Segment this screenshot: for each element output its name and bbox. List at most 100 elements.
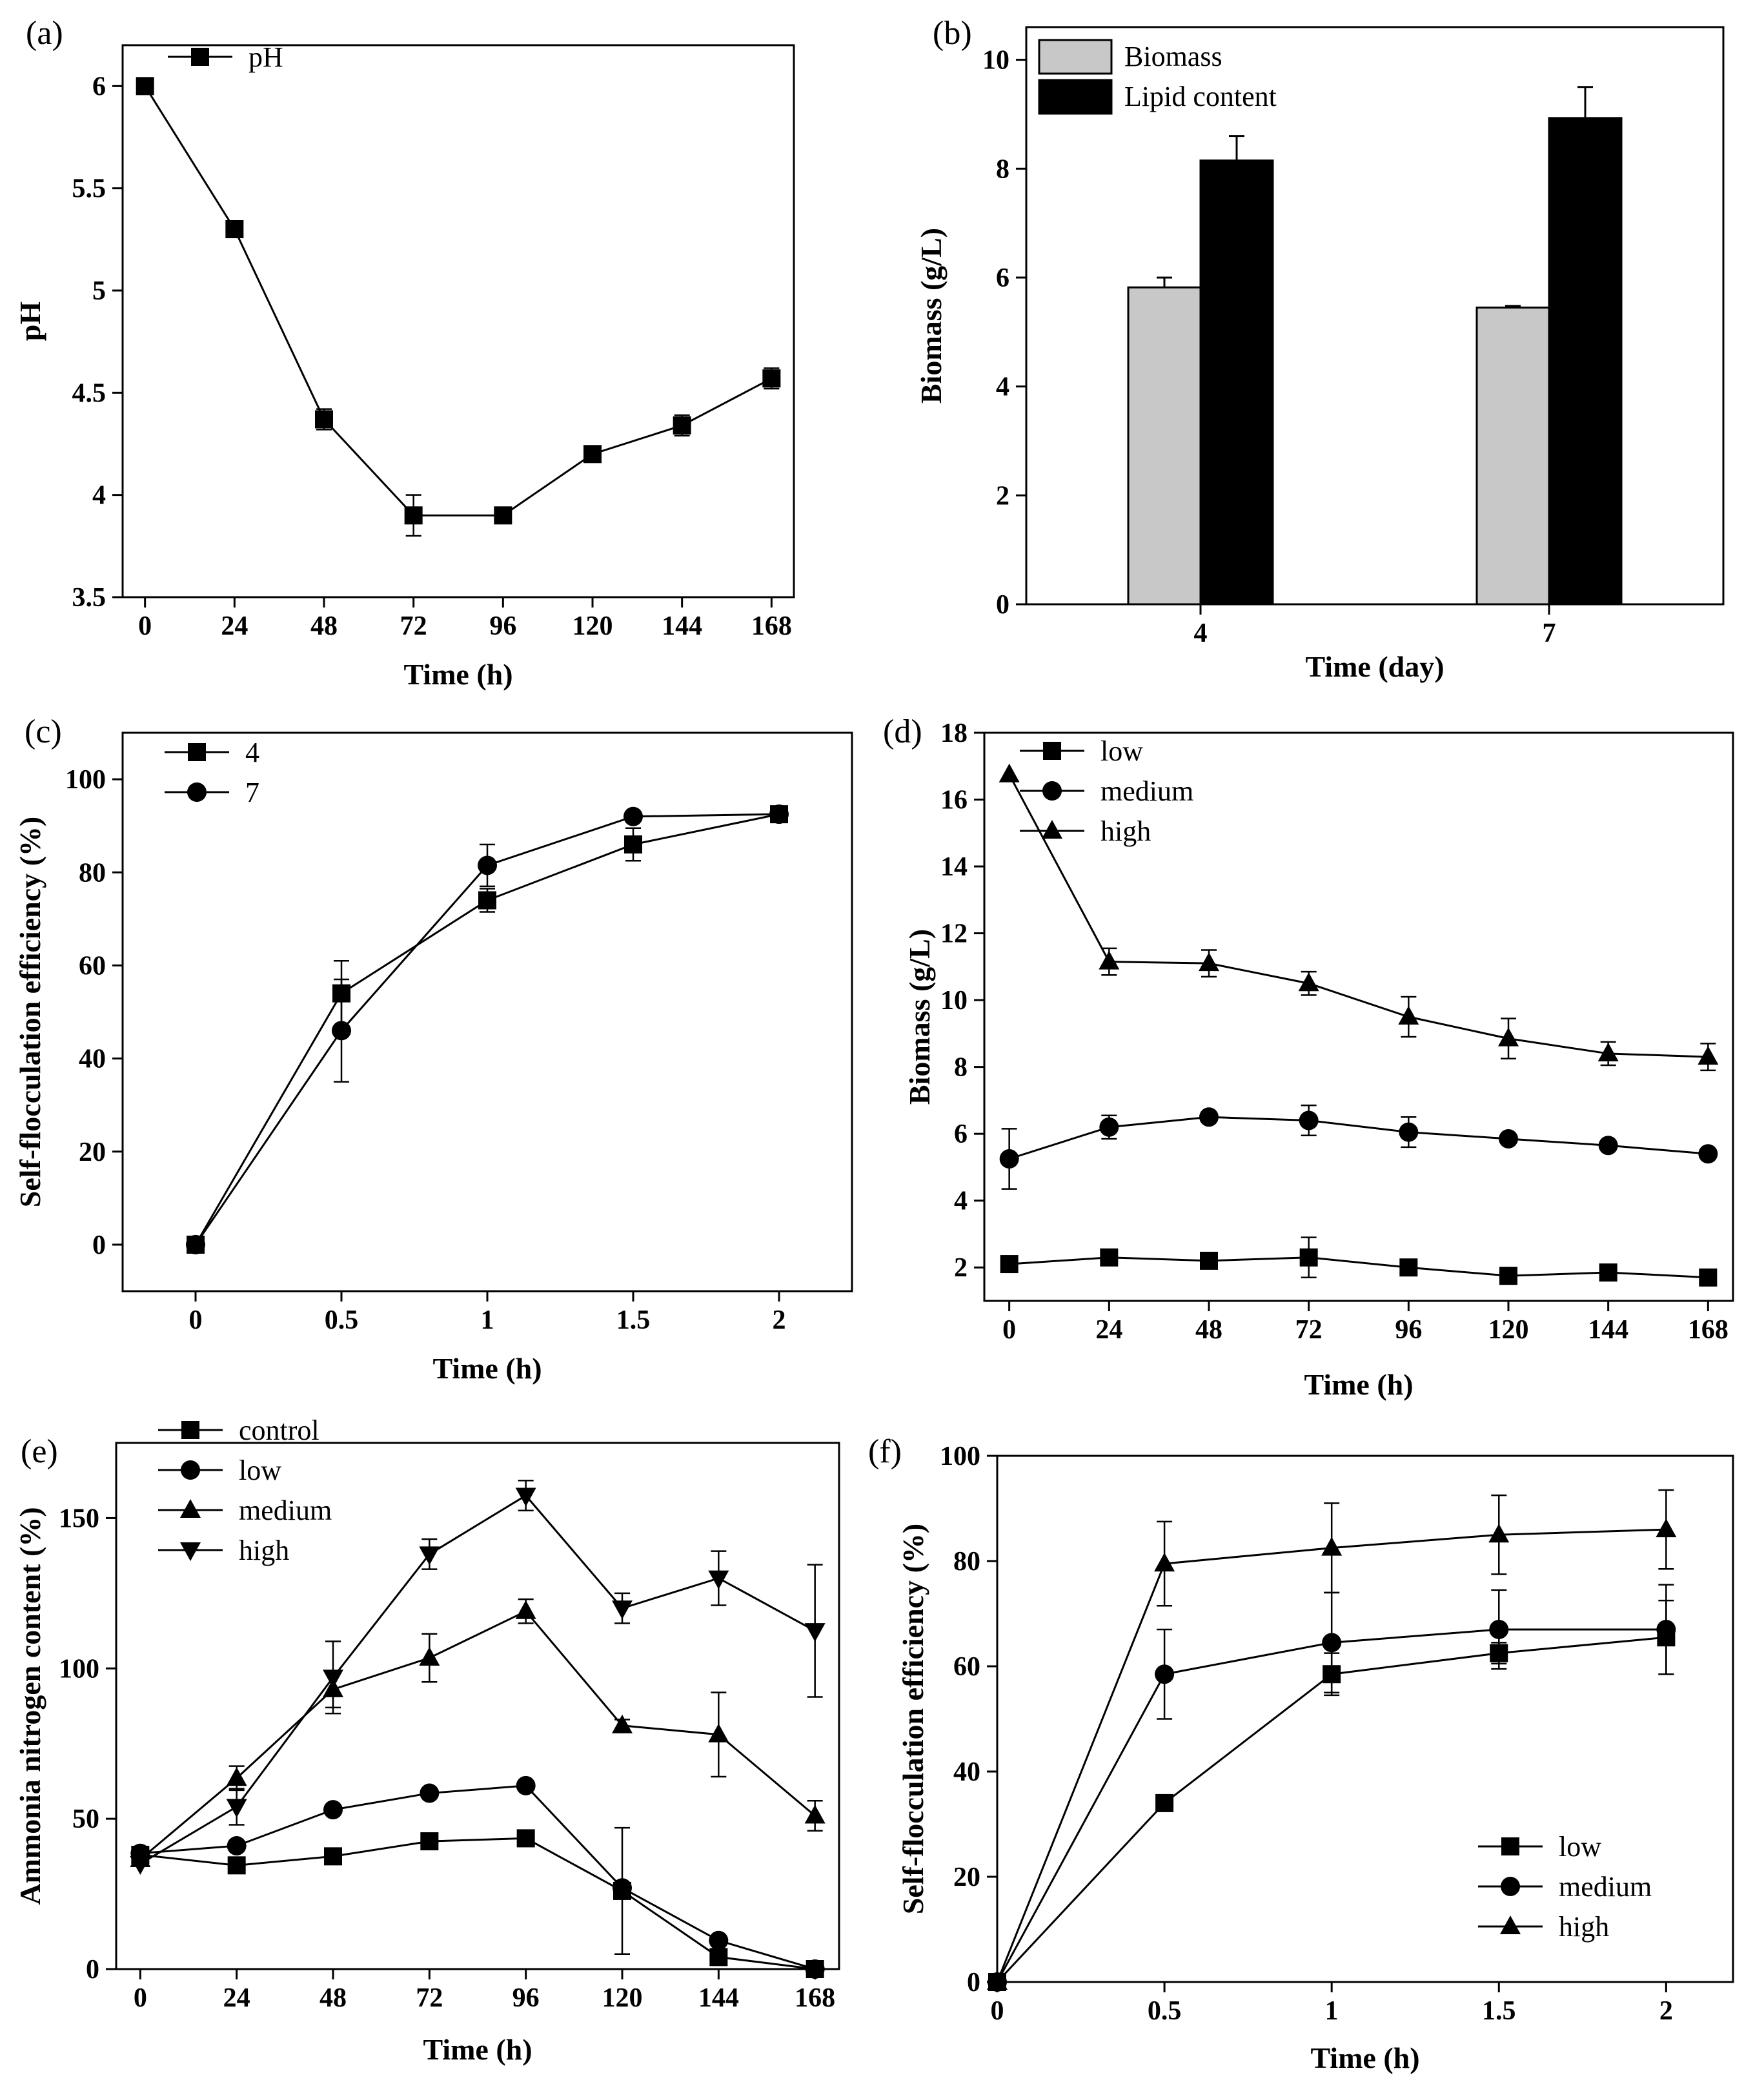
panel-d-series-line-0 [1009,1256,1708,1279]
panel-d-frame [983,731,1734,1302]
panel-d-label: (d) [883,713,922,750]
panel-f-data-point [1656,1619,1676,1639]
panel-e-data-point [805,1959,825,1979]
panel-a-x-axis-label: Time (h) [403,658,512,691]
panel-c-legend-marker [187,782,207,802]
panel-a-legend-marker [191,48,209,66]
panel-c-data-point [769,804,789,824]
panel-f-xtick-label: 0.5 [1148,1996,1182,2026]
panel-f-data-point [1154,1553,1175,1572]
panel-e-data-point [420,1832,439,1851]
panel-d-data-point [1498,1027,1519,1047]
panel-a-ytick-label: 5 [92,276,106,306]
panel-c-y-axis-label: Self-flocculation efficiency (%) [14,817,46,1207]
panel-e-data-point [516,1775,536,1795]
panel-f-legend-marker [1501,1877,1520,1896]
panel-d-ytick-label: 8 [954,1053,968,1083]
panel-f-x-axis-label: Time (h) [1310,2041,1419,2074]
panel-a-label: (a) [26,15,63,52]
panel-d-data-point [999,1149,1019,1169]
panel-f-ytick-label: 60 [953,1652,980,1682]
panel-c-legend-label: 4 [245,737,259,768]
panel-a-ytick-label: 5.5 [72,174,106,204]
panel-d-data-point [999,763,1020,782]
panel-d-data-point [1399,1258,1418,1277]
panel-e-legend-label: high [239,1535,289,1566]
panel-e-x-axis-label: Time (h) [423,2033,532,2066]
panel-d-xtick-label: 168 [1688,1315,1729,1345]
panel-b-bar [1475,306,1550,606]
panel-c-ytick-label: 100 [65,765,106,795]
panel-c-ytick-label: 60 [79,951,106,981]
panel-d-data-point [1598,1136,1618,1156]
panel-a-data-point [762,369,781,388]
panel-e-legend-label: medium [239,1495,332,1526]
panel-e-legend-marker [181,1460,200,1480]
panel-d-legend-marker [1042,820,1062,839]
panel-e-xtick-label: 24 [223,1983,250,2013]
panel-e: (e) 0 50 100 150 Time (h) Ammonia nitrogen co… [14,1415,840,2066]
panel-b-bar [1199,159,1274,606]
panel-d-legend-label: low [1100,735,1143,767]
panel-d-data-point [1699,1268,1718,1287]
panel-d-ytick-label: 12 [940,919,968,949]
panel-a-xtick-label: 96 [489,611,516,641]
panel-c-label: (c) [25,713,62,750]
panel-e-data-point [323,1670,343,1689]
panel-d-series-line-2 [1008,773,1708,1058]
panel-d-data-point [1597,1042,1619,1061]
panel-b-frame [1025,26,1725,606]
panel-e-data-point [612,1600,633,1620]
panel-a-ytick-label: 4 [92,481,106,511]
panel-a-data-point [494,506,512,525]
panel-e-series-line-2 [139,1609,816,1861]
panel-b-legend-label: Biomass [1124,41,1222,72]
panel-e-series-line-0 [140,1837,815,1970]
panel-c-ytick-label: 20 [79,1138,106,1167]
panel-e-xtick-label: 144 [698,1983,739,2013]
panel-b-ytick-label: 2 [996,481,1009,511]
panel-f-legend-marker [1501,1837,1519,1855]
panel-e-data-point [420,1783,440,1803]
panel-c-legend-label: 7 [245,777,259,808]
panel-b-legend-swatch [1038,79,1113,115]
panel-e-data-point [227,1856,246,1875]
panel-e-data-point [419,1546,440,1566]
panel-e-data-point [324,1847,342,1866]
panel-e-data-point [515,1487,536,1507]
panel-b-xtick-label: 7 [1543,618,1556,648]
panel-a-data-point [136,77,154,96]
panel-e-ytick-label: 150 [59,1504,99,1533]
panel-f-label: (f) [868,1433,902,1470]
panel-d-xtick-label: 144 [1588,1315,1628,1345]
panel-f-data-point [1321,1537,1343,1556]
panel-d-xtick-label: 120 [1488,1315,1529,1345]
panel-a-xtick-label: 168 [751,611,792,641]
panel-d-data-point [1398,1006,1419,1025]
panel-e-data-point [708,1570,729,1589]
panel-c-xtick-label: 0.5 [325,1305,359,1335]
panel-a-data-point [583,445,602,464]
panel-e-data-point [613,1878,632,1898]
panel-a-data-point [404,506,423,525]
panel-e-series-line-3 [139,1494,816,1865]
panel-e-data-point [419,1646,440,1666]
panel-a: (a) 3.5 4 4.5 5 5.5 6 Time (h) pH 0 24 48 72 96 120 14… [14,15,795,691]
panel-e-data-point [709,1930,729,1950]
panel-a-frame [121,44,795,598]
panel-d-ytick-label: 2 [954,1253,968,1283]
panel-a-y-axis-label: pH [14,301,46,342]
panel-d-data-point [1298,972,1319,992]
panel-b-y-axis-label: Biomass (g/L) [915,228,948,404]
panel-b-ytick-label: 10 [982,46,1009,76]
panel-f-xtick-label: 1 [1325,1996,1339,2026]
panel-c-data-point [186,1234,205,1254]
panel-e-series-line-1 [140,1784,816,1970]
panel-f-ytick-label: 80 [953,1547,980,1577]
panel-d-xtick-label: 72 [1295,1315,1323,1345]
panel-d-data-point [1499,1129,1518,1149]
panel-f-xtick-label: 1.5 [1482,1996,1516,2026]
panel-a-xtick-label: 0 [138,611,152,641]
panel-e-data-point [804,1804,826,1824]
